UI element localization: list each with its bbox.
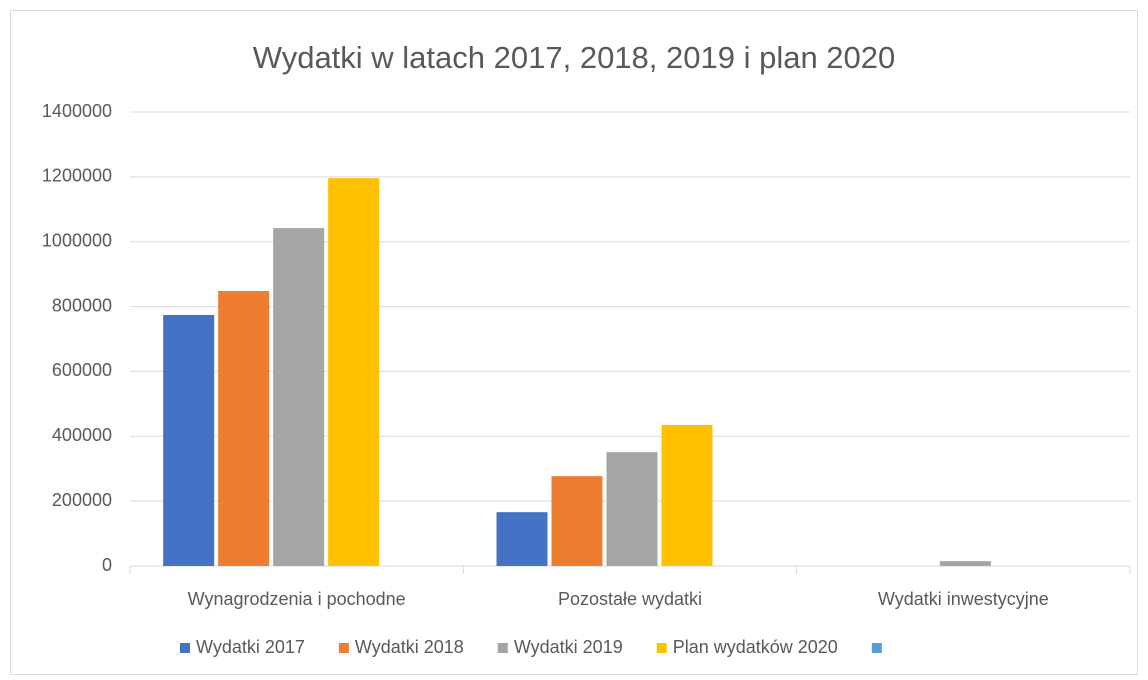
- x-tick-label: Pozostałe wydatki: [558, 589, 702, 609]
- legend-label: Wydatki 2018: [355, 637, 464, 657]
- y-tick-label: 200000: [52, 490, 112, 510]
- bar: [218, 291, 270, 566]
- bar: [939, 561, 991, 566]
- y-tick-label: 1400000: [42, 101, 112, 121]
- legend-label: Plan wydatków 2020: [673, 637, 838, 657]
- bar: [163, 315, 215, 566]
- legend-marker: [656, 643, 667, 653]
- x-tick-label: Wydatki inwestycyjne: [878, 589, 1049, 609]
- legend-marker: [338, 643, 349, 653]
- y-tick-label: 400000: [52, 425, 112, 445]
- y-tick-label: 1000000: [42, 230, 112, 250]
- bar: [273, 228, 325, 566]
- bar: [661, 424, 713, 566]
- bar: [606, 452, 658, 566]
- x-tick-label: Wynagrodzenia i pochodne: [188, 589, 406, 609]
- legend-marker: [497, 643, 508, 653]
- chart-title: Wydatki w latach 2017, 2018, 2019 i plan…: [253, 40, 896, 75]
- legend-marker: [871, 643, 882, 653]
- legend-label: Wydatki 2017: [196, 637, 305, 657]
- legend-marker: [180, 643, 190, 653]
- y-tick-label: 600000: [52, 360, 112, 380]
- legend-label: Wydatki 2019: [514, 637, 623, 657]
- bar: [551, 476, 603, 566]
- bar: [496, 512, 548, 566]
- y-tick-label: 0: [102, 555, 112, 575]
- y-tick-label: 1200000: [42, 166, 112, 186]
- y-tick-label: 800000: [52, 295, 112, 315]
- bar: [328, 178, 380, 566]
